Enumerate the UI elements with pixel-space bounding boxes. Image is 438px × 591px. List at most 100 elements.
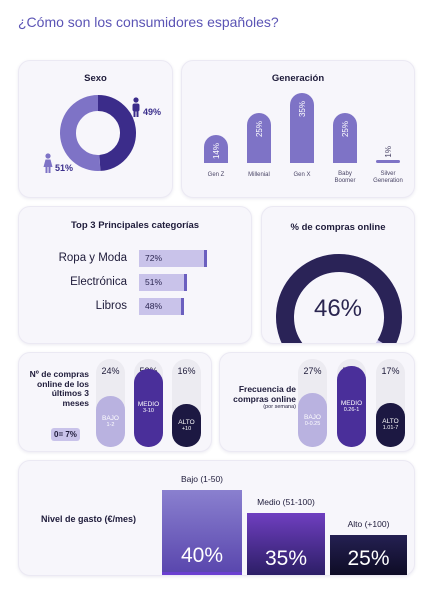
sexo-slice-0 <box>97 95 136 171</box>
top-categorias-title: Top 3 Principales categorías <box>70 220 200 231</box>
gasto-card: Nivel de gasto (€/mes) Bajo (1-50) 40% Med… <box>18 460 415 576</box>
generacion-column: 25% Baby Boomer <box>323 59 367 197</box>
top-categorias-card: Top 3 Principales categorías Ropa y Moda… <box>18 206 252 344</box>
gasto-value: 40% <box>180 544 224 567</box>
gauge-fill <box>276 254 402 343</box>
categoria-name: Electrónica <box>70 276 127 288</box>
male-percent: 49% <box>143 106 162 117</box>
generacion-bar-label: 14% <box>211 143 221 160</box>
generacion-column: 14% Gen Z <box>194 59 238 197</box>
num-compras-card: Nº de compras online de los últimos 3 me… <box>18 352 212 452</box>
gasto-bar: 35% <box>247 513 325 575</box>
generacion-category-label: Silver Generation <box>373 171 403 185</box>
frecuencia-sub: (por semana) <box>263 404 296 411</box>
generacion-bar-label: 35% <box>297 101 307 118</box>
sexo-card: Sexo 49% 51% <box>18 60 173 198</box>
num-compras-question: Nº de compras online de los últimos 3 me… <box>29 369 89 408</box>
gasto-column: Medio (51-100) 35% <box>247 459 325 575</box>
pill-level: MEDIO <box>137 401 160 409</box>
pill-range: +10 <box>181 425 192 432</box>
pill-track: 27% BAJO 0-0.25 <box>298 359 327 447</box>
female-percent: 51% <box>55 162 74 173</box>
generacion-card: Generación 14% Gen Z 25% Millenial 35% Gen X 2… <box>181 60 415 198</box>
pill-track: 17% ALTO 1.01-7 <box>376 359 405 447</box>
generacion-column: 1% Silver Generation <box>366 59 410 197</box>
pill-level: ALTO <box>178 418 195 426</box>
gasto-value: 25% <box>347 547 390 570</box>
pill-fill: ALTO +10 <box>172 403 201 447</box>
pill-fill: MEDIO 0.26-1 <box>337 365 366 447</box>
pill-fill: BAJO 1-2 <box>96 396 125 447</box>
compras-online-gauge <box>276 254 402 343</box>
gasto-bar: 25% <box>330 535 407 575</box>
pill-percent: 17% <box>381 366 400 376</box>
gasto-bar: 40% <box>162 490 242 575</box>
male-person-icon <box>132 97 140 117</box>
generacion-bar: 14% <box>204 135 228 163</box>
gasto-column: Alto (+100) 25% <box>330 459 407 575</box>
pill-range: 1-2 <box>106 422 115 429</box>
categoria-bar: 72% <box>139 250 207 267</box>
categoria-value: 72% <box>145 253 163 263</box>
generacion-category-label: Gen Z <box>207 172 225 179</box>
pill-fill: MEDIO 3-10 <box>134 368 163 447</box>
pill-level: ALTO <box>382 418 399 426</box>
pill-fill: BAJO 0-0.25 <box>298 393 327 447</box>
pill-percent: 27% <box>303 366 322 376</box>
frecuencia-question: Frecuencia de compras online (por semana… <box>228 384 296 411</box>
generacion-bar <box>376 160 400 163</box>
categoria-row: Electrónica 51% <box>19 274 253 292</box>
pill-range: 1.01-7 <box>382 425 399 432</box>
compras-online-title: % de compras online <box>290 222 386 233</box>
compras-online-value: 46% <box>313 295 363 322</box>
sexo-slice-1 <box>60 95 101 171</box>
generacion-category-label: Gen X <box>293 172 311 179</box>
pill-track: 16% ALTO +10 <box>172 359 201 447</box>
pill-percent: 16% <box>177 366 196 376</box>
categoria-row: Libros 48% <box>19 298 253 316</box>
categoria-value: 48% <box>145 301 163 311</box>
gasto-category-label: Medio (51-100) <box>257 497 315 507</box>
generacion-bar-label: 25% <box>340 121 350 138</box>
compras-online-card: % de compras online 46% <box>261 206 415 344</box>
generacion-category-label: Baby Boomer <box>334 171 356 185</box>
categoria-value: 51% <box>145 277 163 287</box>
generacion-category-label: Millenial <box>248 172 270 179</box>
categoria-row: Ropa y Moda 72% <box>19 250 253 268</box>
generacion-bar: 35% <box>290 93 314 163</box>
generacion-column: 35% Gen X <box>280 59 324 197</box>
gasto-value: 35% <box>264 547 308 570</box>
generacion-bar-label: 25% <box>254 121 264 138</box>
pill-track: 24% BAJO 1-2 <box>96 359 125 447</box>
female-share: 51% <box>43 153 73 173</box>
generacion-title: Generación <box>271 73 325 84</box>
categoria-bar: 51% <box>139 274 187 291</box>
categoria-name: Ropa y Moda <box>58 252 127 264</box>
generacion-bar: 25% <box>247 113 271 163</box>
num-compras-zero-badge: 0= 7% <box>51 428 80 441</box>
pill-fill: ALTO 1.01-7 <box>376 402 405 447</box>
pill-range: 3-10 <box>142 408 154 415</box>
categoria-name: Libros <box>95 300 127 312</box>
pill-level: MEDIO <box>340 399 363 407</box>
pill-level: BAJO <box>304 413 321 421</box>
generacion-bar: 25% <box>333 113 357 163</box>
sexo-donut-chart <box>60 95 136 171</box>
pill-level: BAJO <box>102 415 119 422</box>
generacion-bar-label: 1% <box>383 146 393 158</box>
gasto-column: Bajo (1-50) 40% <box>162 459 242 575</box>
male-share: 49% <box>131 97 161 117</box>
pill-percent: 24% <box>101 366 120 376</box>
female-person-icon <box>43 153 53 173</box>
categoria-bar: 48% <box>139 298 185 315</box>
gasto-category-label: Bajo (1-50) <box>180 474 224 484</box>
frecuencia-card: Frecuencia de compras online (por semana… <box>219 352 415 452</box>
gasto-category-label: Alto (+100) <box>347 519 390 529</box>
sexo-title: Sexo <box>84 73 107 84</box>
gasto-label: Nivel de gasto (€/mes) <box>41 514 137 524</box>
generacion-column: 25% Millenial <box>237 59 281 197</box>
pill-range: 0.26-1 <box>343 406 360 413</box>
frecuencia-question-text: Frecuencia de compras online <box>233 384 296 404</box>
